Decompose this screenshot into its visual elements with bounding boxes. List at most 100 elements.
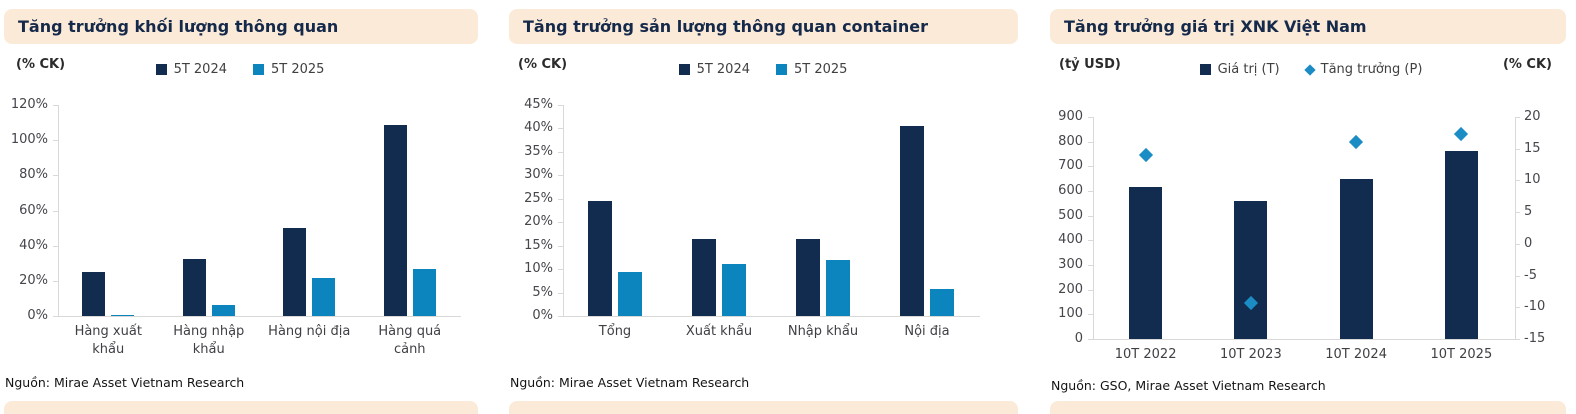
x-axis-category-label: Nhập khẩu — [787, 324, 859, 339]
y-axis-tick-label: 600 — [1058, 183, 1083, 198]
plot-area — [1093, 117, 1516, 340]
y-axis-tick-mark — [558, 246, 563, 247]
y-axis-tick-mark — [53, 281, 58, 282]
legend-label: 5T 2024 — [696, 62, 750, 77]
y-axis-tick-label: 800 — [1058, 134, 1083, 149]
bar-chart: 0% 20% 40% 60% 80% 100% 120% Hàng xuất khẩu Hàng… — [0, 97, 480, 375]
y-axis-tick-label: 80% — [19, 167, 48, 182]
x-axis-category-label: Nội địa — [904, 324, 950, 339]
legend-label: 5T 2025 — [271, 62, 325, 77]
y-axis-tick-mark — [558, 293, 563, 294]
y-axis-tick-label: 200 — [1058, 282, 1083, 297]
y-axis-tick-mark — [1088, 142, 1093, 143]
y-axis-tick-label: 5% — [532, 285, 553, 300]
right-axis-tick-label: 15 — [1524, 141, 1541, 156]
legend-item: 5T 2024 — [155, 62, 227, 77]
x-axis-category-label: 10T 2024 — [1325, 347, 1387, 362]
y-axis-tick-mark — [53, 211, 58, 212]
y-axis-tick-label: 100% — [10, 132, 48, 147]
bar-5T-2024 — [283, 228, 307, 316]
next-section-band — [509, 401, 1018, 414]
bar-5T-2024 — [900, 126, 924, 316]
bar-Giá-trị-(T) — [1339, 179, 1373, 339]
right-axis-tick-label: -5 — [1524, 268, 1537, 283]
y-axis-tick-label: 40% — [19, 238, 48, 253]
source-note: Nguồn: Mirae Asset Vietnam Research — [5, 375, 245, 390]
source-note: Nguồn: GSO, Mirae Asset Vietnam Research — [1051, 378, 1326, 393]
series-square-swatch — [776, 64, 787, 75]
y-axis-tick-mark — [1088, 166, 1093, 167]
y-axis-tick-label: 20% — [524, 214, 553, 229]
x-axis-category-label: Hàng quá cảnh — [378, 324, 442, 357]
y-axis-tick-label: 10% — [524, 261, 553, 276]
legend-item: Tăng trưởng (P) — [1303, 62, 1422, 77]
chart-panel-customs-volume: Tăng trưởng khối lượng thông quan (% CK)… — [0, 0, 480, 414]
y-axis-tick-mark — [558, 128, 563, 129]
chart-title-band: Tăng trưởng giá trị XNK Việt Nam — [1050, 9, 1566, 44]
series-diamond-swatch — [1303, 63, 1316, 76]
legend-label: 5T 2024 — [173, 62, 227, 77]
chart-legend: 5T 2024 5T 2025 — [505, 62, 1021, 77]
y-axis-tick-label: 20% — [19, 273, 48, 288]
y-axis-tick-label: 40% — [524, 120, 553, 135]
chart-title-band: Tăng trưởng khối lượng thông quan — [4, 9, 478, 44]
series-square-swatch — [155, 64, 167, 75]
y-axis-tick-mark — [558, 222, 563, 223]
series-square-swatch — [253, 64, 264, 75]
source-note: Nguồn: Mirae Asset Vietnam Research — [510, 375, 750, 390]
series-square-swatch — [1199, 64, 1211, 75]
plot-area — [58, 105, 461, 317]
y-axis-tick-mark — [1088, 240, 1093, 241]
chart-title-band: Tăng trưởng sản lượng thông quan contain… — [509, 9, 1018, 44]
left-axis-unit-label: (tỷ USD) — [1059, 57, 1121, 72]
y-axis-tick-mark — [53, 105, 58, 106]
y-axis-tick-mark — [1088, 339, 1093, 340]
chart-title: Tăng trưởng khối lượng thông quan — [18, 17, 339, 36]
y-axis-tick-mark — [1088, 191, 1093, 192]
right-axis-tick-mark — [1515, 149, 1520, 150]
combo-chart: 0 100 200 300 400 500 600 700 800 900 -15 -10 -5 0 5 10… — [1046, 109, 1576, 377]
y-axis-tick-mark — [53, 316, 58, 317]
y-axis-tick-mark — [1088, 265, 1093, 266]
y-axis-tick-label: 0 — [1074, 331, 1083, 346]
y-axis-tick-label: 60% — [19, 203, 48, 218]
x-axis-category-label: Xuất khẩu — [685, 324, 753, 339]
right-axis-tick-mark — [1515, 212, 1520, 213]
next-section-band — [1050, 401, 1566, 414]
bar-5T-2025 — [111, 315, 135, 316]
x-axis-category-label: Hàng xuất khẩu — [74, 324, 142, 357]
chart-title: Tăng trưởng sản lượng thông quan contain… — [523, 17, 928, 36]
y-axis-tick-label: 400 — [1058, 232, 1083, 247]
chart-title: Tăng trưởng giá trị XNK Việt Nam — [1064, 17, 1367, 36]
y-axis-tick-label: 100 — [1058, 306, 1083, 321]
right-axis-tick-mark — [1515, 117, 1520, 118]
y-axis-tick-label: 15% — [524, 238, 553, 253]
right-axis-tick-label: 5 — [1524, 204, 1533, 219]
right-axis-tick-mark — [1515, 307, 1520, 308]
y-axis-tick-mark — [558, 199, 563, 200]
right-axis-tick-mark — [1515, 180, 1520, 181]
y-axis-tick-label: 300 — [1058, 257, 1083, 272]
legend-label: Giá trị (T) — [1217, 62, 1280, 77]
bar-5T-2025 — [930, 289, 954, 316]
bar-5T-2024 — [796, 239, 820, 316]
chart-panel-xnk-value: Tăng trưởng giá trị XNK Việt Nam (tỷ USD… — [1046, 0, 1576, 414]
chart-legend: Giá trị (T) Tăng trưởng (P) — [1046, 62, 1576, 77]
right-axis-tick-label: 10 — [1524, 172, 1541, 187]
y-axis-tick-label: 500 — [1058, 208, 1083, 223]
y-axis-tick-label: 45% — [524, 97, 553, 112]
x-axis-category-label: Hàng nhập khẩu — [173, 324, 245, 357]
y-axis-tick-label: 30% — [524, 167, 553, 182]
chart-legend: 5T 2024 5T 2025 — [0, 62, 480, 77]
bar-5T-2024 — [692, 239, 716, 316]
legend-label: 5T 2025 — [794, 62, 848, 77]
y-axis-tick-mark — [1088, 290, 1093, 291]
next-section-band — [4, 401, 478, 414]
series-square-swatch — [678, 64, 690, 75]
plot-area — [563, 105, 980, 317]
bar-5T-2025 — [826, 260, 850, 316]
y-axis-tick-mark — [1088, 314, 1093, 315]
chart-panel-container-throughput: Tăng trưởng sản lượng thông quan contain… — [505, 0, 1021, 414]
x-axis-category-label: 10T 2025 — [1430, 347, 1493, 362]
